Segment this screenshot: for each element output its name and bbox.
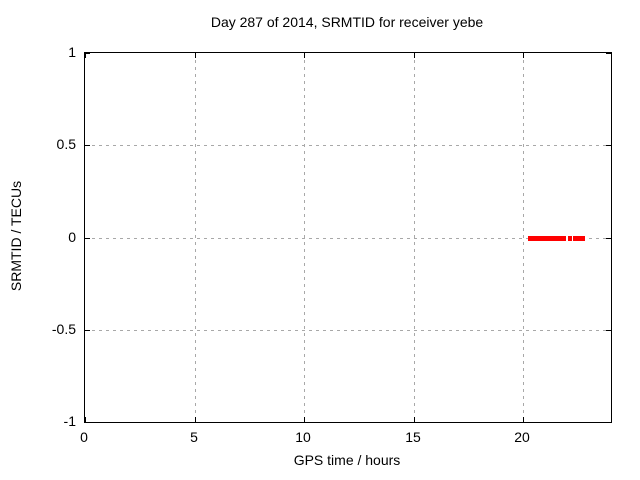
x-gridline — [195, 53, 196, 422]
y-tick-label: -1 — [63, 413, 76, 429]
x-tick-bottom — [304, 417, 305, 422]
x-tick-label: 5 — [190, 429, 198, 445]
y-tick-right — [606, 422, 611, 423]
plot-area — [84, 52, 612, 423]
data-series-segment — [573, 236, 585, 241]
x-tick-top — [195, 53, 196, 58]
y-tick-label: 1 — [68, 44, 76, 60]
x-gridline — [414, 53, 415, 422]
y-tick-left — [85, 145, 90, 146]
y-tick-right — [606, 53, 611, 54]
x-tick-bottom — [85, 417, 86, 422]
data-series-segment — [528, 236, 566, 241]
y-gridline — [85, 238, 611, 239]
y-tick-left — [85, 422, 90, 423]
x-gridline — [304, 53, 305, 422]
x-tick-top — [304, 53, 305, 58]
y-gridline — [85, 330, 611, 331]
data-series-segment — [568, 236, 572, 241]
x-tick-top — [414, 53, 415, 58]
x-tick-label: 0 — [80, 429, 88, 445]
y-gridline — [85, 145, 611, 146]
y-tick-right — [606, 145, 611, 146]
chart-title: Day 287 of 2014, SRMTID for receiver yeb… — [210, 14, 484, 30]
x-tick-bottom — [523, 417, 524, 422]
y-tick-label: 0.5 — [56, 136, 76, 152]
x-gridline — [523, 53, 524, 422]
y-tick-left — [85, 53, 90, 54]
x-tick-label: 15 — [405, 429, 421, 445]
y-tick-left — [85, 330, 90, 331]
x-tick-label: 10 — [295, 429, 311, 445]
x-tick-bottom — [414, 417, 415, 422]
x-tick-bottom — [195, 417, 196, 422]
x-tick-top — [85, 53, 86, 58]
x-tick-top — [523, 53, 524, 58]
y-tick-label: -0.5 — [51, 321, 76, 337]
y-tick-right — [606, 330, 611, 331]
x-axis-label: GPS time / hours — [293, 452, 401, 468]
y-tick-label: 0 — [68, 229, 76, 245]
y-tick-right — [606, 238, 611, 239]
y-tick-left — [85, 238, 90, 239]
x-tick-label: 20 — [514, 429, 530, 445]
